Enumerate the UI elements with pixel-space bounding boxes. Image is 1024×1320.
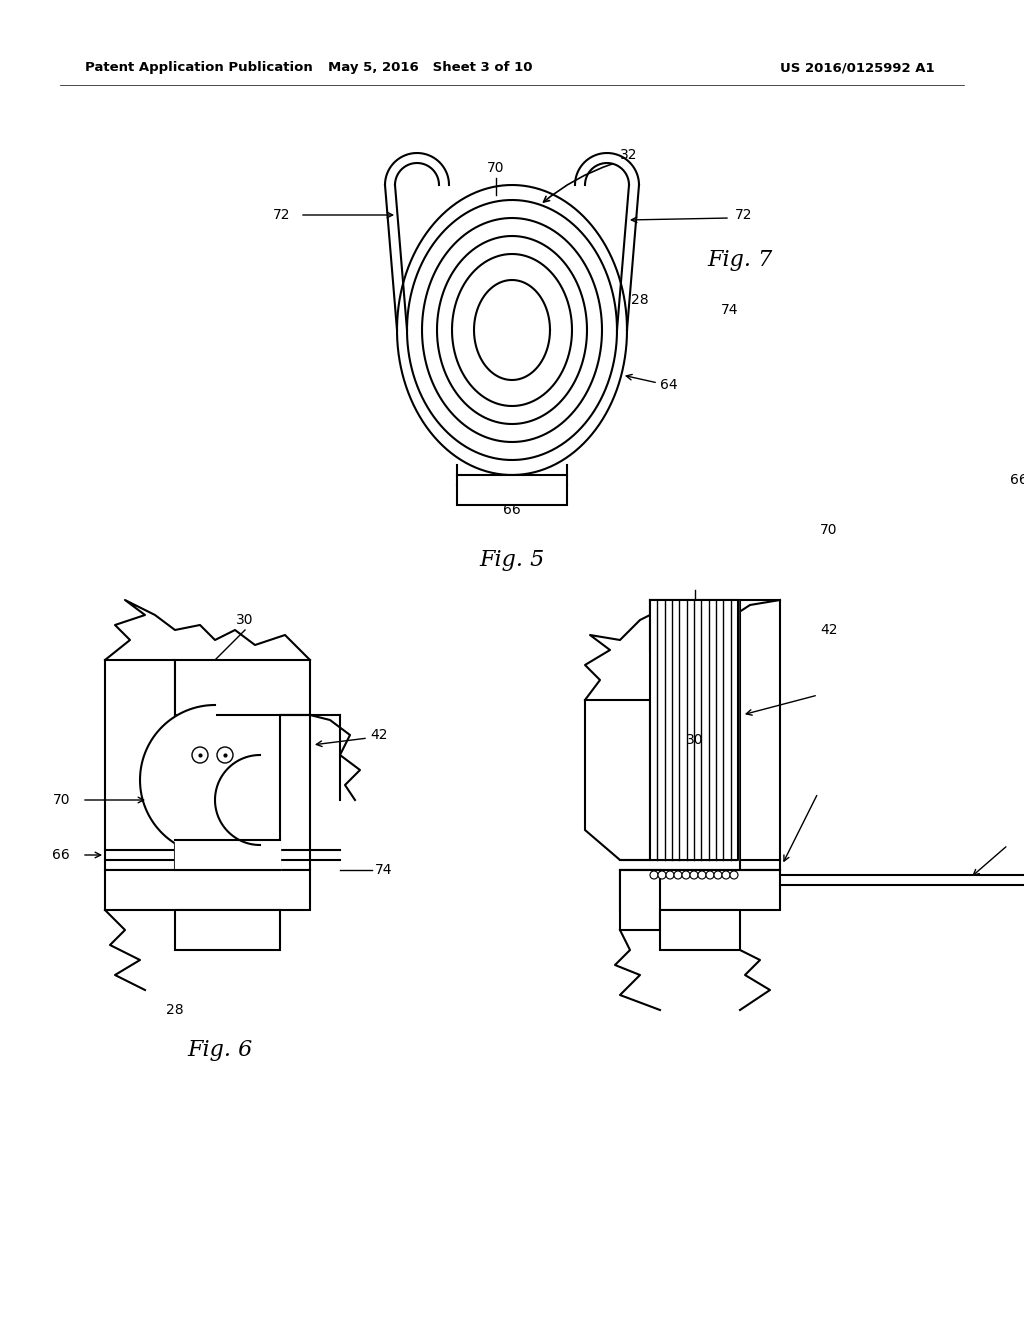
Text: Fig. 5: Fig. 5	[479, 549, 545, 572]
Text: 42: 42	[820, 623, 838, 638]
Text: 64: 64	[660, 378, 678, 392]
Text: Fig. 7: Fig. 7	[708, 249, 773, 271]
Text: 72: 72	[735, 209, 753, 222]
Text: 28: 28	[631, 293, 649, 308]
Text: 66: 66	[503, 503, 521, 517]
Circle shape	[730, 871, 738, 879]
Text: Patent Application Publication: Patent Application Publication	[85, 62, 312, 74]
Text: 72: 72	[272, 209, 290, 222]
Bar	[457, 475, 567, 506]
Text: 32: 32	[620, 148, 638, 162]
Text: May 5, 2016   Sheet 3 of 10: May 5, 2016 Sheet 3 of 10	[328, 62, 532, 74]
Text: 66: 66	[52, 847, 70, 862]
Text: 74: 74	[721, 304, 738, 317]
Text: 30: 30	[237, 612, 254, 627]
Polygon shape	[175, 840, 280, 870]
Text: US 2016/0125992 A1: US 2016/0125992 A1	[780, 62, 935, 74]
Polygon shape	[140, 705, 215, 855]
Text: 74: 74	[375, 863, 392, 876]
Text: 30: 30	[686, 733, 703, 747]
Circle shape	[690, 871, 698, 879]
Text: 70: 70	[487, 161, 505, 176]
Circle shape	[658, 871, 666, 879]
Polygon shape	[620, 870, 780, 909]
Polygon shape	[280, 715, 310, 870]
Polygon shape	[620, 870, 660, 931]
Circle shape	[698, 871, 706, 879]
Circle shape	[722, 871, 730, 879]
Circle shape	[666, 871, 674, 879]
Polygon shape	[175, 909, 280, 950]
Circle shape	[714, 871, 722, 879]
Circle shape	[217, 747, 233, 763]
Polygon shape	[105, 660, 175, 870]
Text: 28: 28	[166, 1003, 184, 1016]
Circle shape	[706, 871, 714, 879]
Polygon shape	[175, 660, 310, 715]
Text: 42: 42	[370, 729, 387, 742]
Circle shape	[193, 747, 208, 763]
Polygon shape	[740, 601, 780, 870]
Polygon shape	[660, 909, 740, 950]
Circle shape	[674, 871, 682, 879]
Text: 70: 70	[820, 523, 838, 537]
Text: 70: 70	[52, 793, 70, 807]
Circle shape	[682, 871, 690, 879]
Polygon shape	[105, 870, 310, 909]
Circle shape	[650, 871, 658, 879]
Polygon shape	[650, 601, 740, 649]
Polygon shape	[585, 700, 650, 861]
Text: 66: 66	[1010, 473, 1024, 487]
Text: Fig. 6: Fig. 6	[187, 1039, 253, 1061]
Polygon shape	[650, 601, 738, 861]
